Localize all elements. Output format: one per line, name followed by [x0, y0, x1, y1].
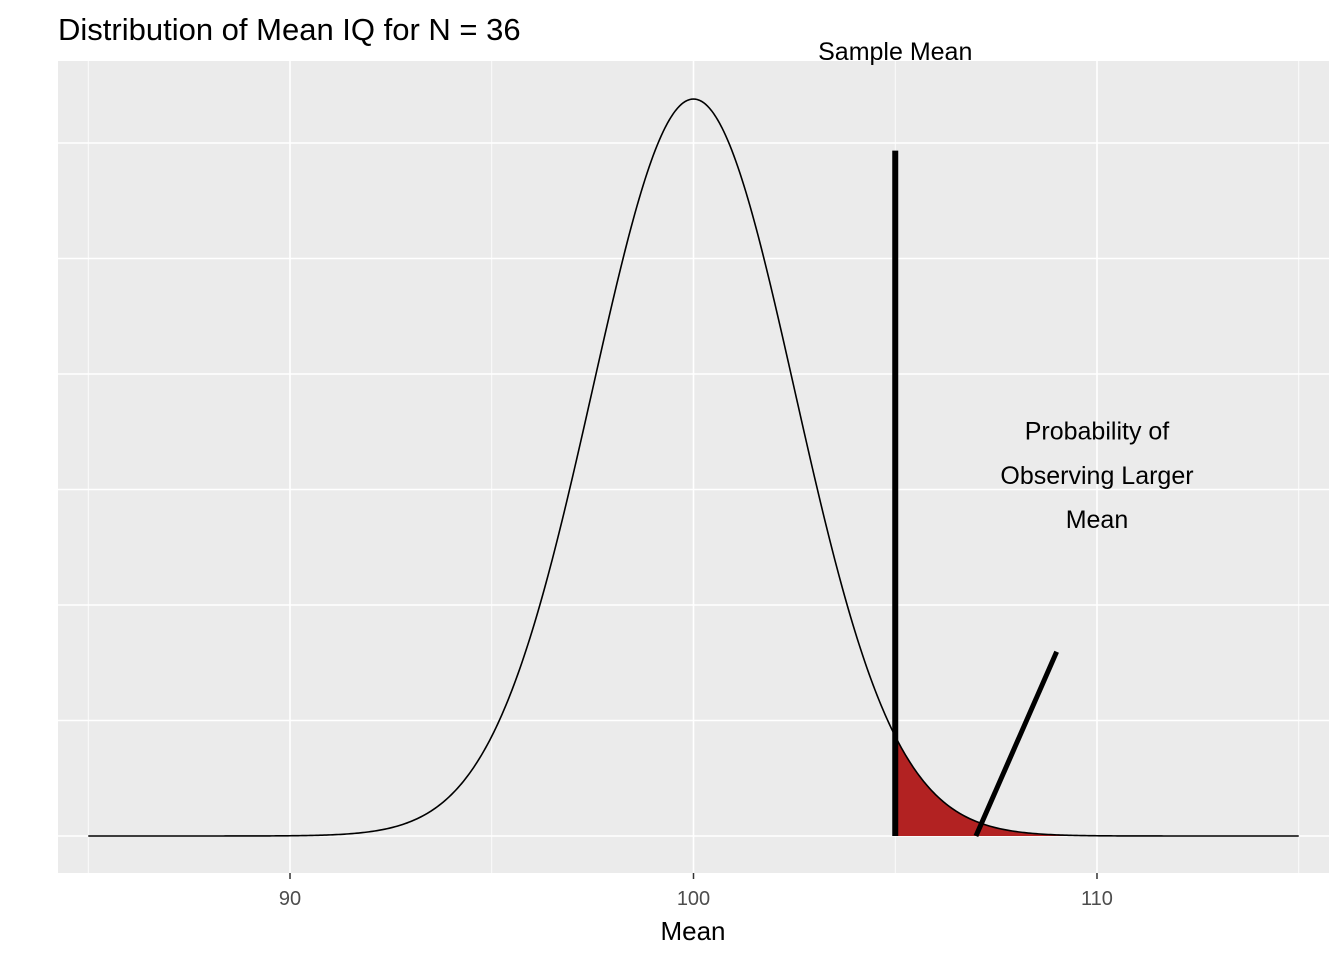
- probability-label-line-1: Probability of: [1025, 418, 1170, 446]
- chart-title: Distribution of Mean IQ for N = 36: [58, 12, 521, 47]
- probability-label-line-2: Observing Larger: [1000, 462, 1193, 490]
- probability-label-line-3: Mean: [1066, 506, 1129, 534]
- shaded-tail-area: [895, 736, 1299, 836]
- density-curve: [88, 98, 1299, 837]
- x-tick-label: 110: [1081, 888, 1113, 910]
- grid-major: [58, 61, 1329, 873]
- x-tick-label: 90: [279, 888, 301, 910]
- x-axis-ticks: 90 100 110: [279, 873, 1113, 910]
- x-tick-label: 100: [677, 888, 710, 910]
- x-axis-label: Mean: [660, 916, 725, 946]
- sample-mean-label: Sample Mean: [818, 38, 972, 66]
- probability-pointer-line: [973, 650, 1059, 838]
